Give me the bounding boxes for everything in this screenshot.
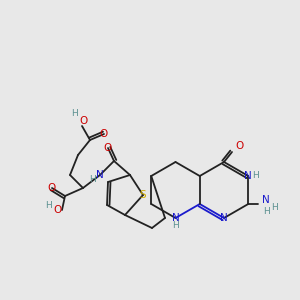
Text: H: H — [70, 110, 77, 118]
Text: H: H — [172, 221, 179, 230]
Text: O: O — [80, 116, 88, 126]
Text: O: O — [100, 129, 108, 139]
Text: O: O — [53, 205, 61, 215]
Text: H: H — [263, 208, 270, 217]
Text: N: N — [220, 213, 228, 223]
Text: N: N — [96, 170, 104, 180]
Text: N: N — [244, 171, 252, 181]
Text: O: O — [48, 183, 56, 193]
Text: S: S — [140, 190, 146, 200]
Text: O: O — [104, 143, 112, 153]
Text: H: H — [45, 200, 51, 209]
Text: H: H — [252, 172, 259, 181]
Text: N: N — [262, 195, 270, 205]
Text: H: H — [88, 176, 95, 184]
Text: N: N — [172, 213, 179, 223]
Text: O: O — [235, 141, 243, 151]
Text: H: H — [271, 202, 278, 211]
